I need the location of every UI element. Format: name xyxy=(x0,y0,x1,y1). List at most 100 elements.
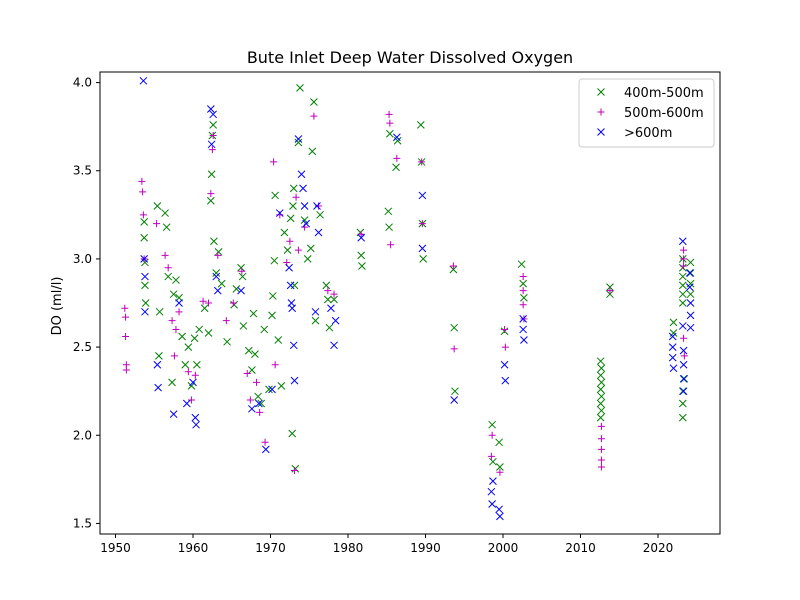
data-point xyxy=(138,177,146,185)
data-point xyxy=(519,279,528,288)
series-0 xyxy=(140,84,695,473)
data-point xyxy=(189,378,197,387)
data-point xyxy=(178,332,187,341)
data-point xyxy=(255,399,263,408)
data-point xyxy=(488,431,496,439)
data-point xyxy=(597,435,605,443)
data-point xyxy=(181,360,190,369)
data-point xyxy=(314,228,323,237)
data-point xyxy=(141,299,150,307)
series-1 xyxy=(121,110,688,476)
data-point xyxy=(384,207,393,216)
y-tick-label: 2.5 xyxy=(73,340,92,354)
data-point xyxy=(153,360,162,369)
data-point xyxy=(300,202,309,210)
data-point xyxy=(155,307,164,316)
data-point xyxy=(291,467,299,475)
data-point xyxy=(678,399,687,408)
data-point xyxy=(140,218,149,226)
data-point xyxy=(268,385,276,394)
data-point xyxy=(238,267,246,275)
data-point xyxy=(306,244,315,253)
data-point xyxy=(140,255,149,263)
data-point xyxy=(311,316,320,325)
data-point xyxy=(313,202,321,210)
data-point xyxy=(385,223,393,232)
data-point xyxy=(501,325,509,333)
data-point xyxy=(141,272,149,281)
data-point xyxy=(451,387,459,396)
data-point xyxy=(191,371,199,379)
data-point xyxy=(357,233,366,242)
data-point xyxy=(212,272,221,281)
data-point xyxy=(290,376,299,385)
y-tick-label: 2.0 xyxy=(73,428,92,442)
data-point xyxy=(187,396,195,404)
data-point xyxy=(519,273,527,281)
data-point xyxy=(392,133,401,142)
data-point xyxy=(327,304,335,313)
data-point xyxy=(268,311,276,320)
y-axis-label: DO (ml/l) xyxy=(50,277,65,336)
data-point xyxy=(449,265,458,274)
data-point xyxy=(668,332,677,341)
data-point xyxy=(686,290,695,299)
data-point xyxy=(597,364,606,373)
data-point xyxy=(139,211,147,219)
data-point xyxy=(237,286,245,295)
data-point xyxy=(268,292,277,300)
data-point xyxy=(232,285,241,293)
data-point xyxy=(496,468,504,476)
data-point xyxy=(280,228,289,237)
data-point xyxy=(261,445,270,454)
data-point xyxy=(248,366,256,374)
data-point xyxy=(308,147,317,156)
data-point xyxy=(222,317,230,325)
data-point xyxy=(139,76,148,85)
data-point xyxy=(214,251,222,259)
data-point xyxy=(238,272,247,281)
data-point xyxy=(519,325,528,334)
data-point xyxy=(324,287,332,295)
y-tick-label: 1.5 xyxy=(73,516,92,530)
data-point xyxy=(297,170,306,179)
data-point xyxy=(686,299,695,307)
data-point xyxy=(519,301,527,309)
data-point xyxy=(164,264,172,272)
data-point xyxy=(153,202,162,210)
data-point xyxy=(501,343,509,351)
y-tick-label: 4.0 xyxy=(73,76,92,90)
data-point xyxy=(209,121,218,129)
data-point xyxy=(214,248,223,256)
data-point xyxy=(292,193,300,201)
data-point xyxy=(358,262,366,270)
data-point xyxy=(323,295,332,304)
data-point xyxy=(680,352,688,360)
data-point xyxy=(122,313,130,321)
data-point xyxy=(239,322,248,330)
data-point xyxy=(680,255,688,263)
data-point xyxy=(680,246,688,254)
legend-marker xyxy=(597,108,605,116)
data-point xyxy=(606,287,614,295)
data-point xyxy=(357,230,365,238)
data-point xyxy=(678,322,687,330)
data-point xyxy=(210,237,218,246)
data-point xyxy=(170,352,178,360)
data-point xyxy=(686,323,695,332)
data-point xyxy=(496,512,504,521)
data-point xyxy=(257,399,266,408)
data-point xyxy=(597,463,605,471)
data-point xyxy=(487,487,496,496)
data-point xyxy=(385,110,393,118)
data-point xyxy=(209,131,217,139)
data-point xyxy=(155,352,163,360)
data-point xyxy=(606,283,614,291)
legend-entry: 500m-600m xyxy=(597,106,704,121)
data-point xyxy=(162,223,171,232)
data-point xyxy=(168,317,176,325)
data-point xyxy=(501,376,510,385)
data-point xyxy=(121,304,129,312)
data-point xyxy=(192,420,200,429)
data-point xyxy=(489,477,497,485)
